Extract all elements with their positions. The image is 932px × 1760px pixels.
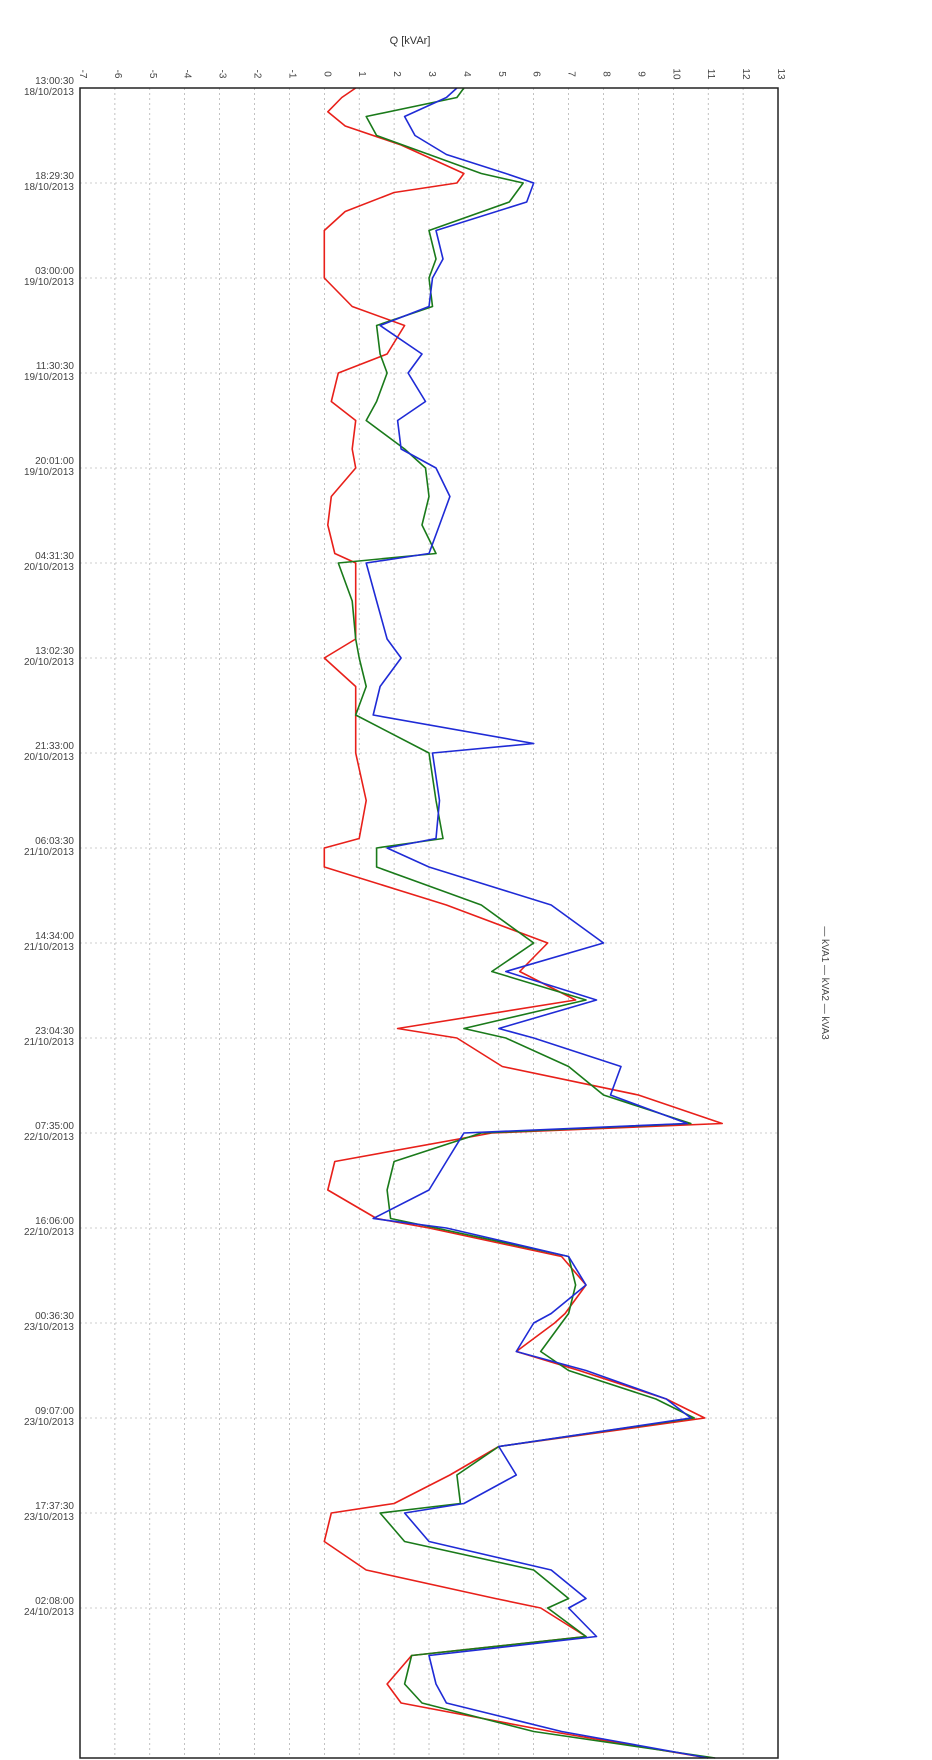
time-tick-date: 21/10/2013	[24, 1037, 74, 1048]
time-tick-date: 18/10/2013	[24, 87, 74, 98]
time-tick-time: 23:04:30	[35, 1026, 74, 1037]
time-tick-date: 24/10/2013	[24, 1607, 74, 1618]
series-line-1	[323, 87, 723, 1759]
x-tick-label: 3	[426, 71, 437, 77]
time-tick-date: 20/10/2013	[24, 752, 74, 763]
x-tick-label: 7	[566, 71, 577, 77]
legend: — kVA1 — kVA2 — kVA3	[819, 926, 830, 1040]
x-tick-label: 8	[601, 71, 612, 77]
time-tick-time: 06:03:30	[35, 836, 74, 847]
time-tick-time: 13:00:30	[35, 76, 74, 87]
x-tick-label: -7	[77, 70, 88, 79]
x-tick-label: -1	[286, 70, 297, 79]
time-tick-time: 04:31:30	[35, 551, 74, 562]
time-tick-date: 23/10/2013	[24, 1512, 74, 1523]
time-tick-labels: 13:00:3018/10/201318:29:3018/10/201303:0…	[24, 76, 74, 1618]
time-tick-date: 20/10/2013	[24, 562, 74, 573]
x-tick-label: 0	[321, 71, 332, 77]
time-tick-date: 21/10/2013	[24, 847, 74, 858]
time-tick-date: 19/10/2013	[24, 372, 74, 383]
x-tick-label: -4	[182, 70, 193, 79]
time-tick-date: 19/10/2013	[24, 467, 74, 478]
x-tick-label: 2	[391, 71, 402, 77]
x-tick-label: 6	[531, 71, 542, 77]
time-tick-date: 21/10/2013	[24, 942, 74, 953]
time-tick-date: 22/10/2013	[24, 1132, 74, 1143]
x-tick-label: 4	[461, 71, 472, 77]
x-tick-label: 9	[635, 71, 646, 77]
x-tick-label: -3	[217, 70, 228, 79]
time-tick-date: 23/10/2013	[24, 1322, 74, 1333]
time-tick-time: 20:01:00	[35, 456, 74, 467]
time-tick-date: 19/10/2013	[24, 277, 74, 288]
x-tick-label: 1	[356, 71, 367, 77]
time-tick-date: 20/10/2013	[24, 657, 74, 668]
x-tick-labels: -7 -6 -5 -4 -3 -2 -1 0 1 2 3 4 5 6 7 8 9 10 11 12 13	[77, 68, 786, 80]
chart-title: Q [kVAr]	[390, 35, 431, 47]
time-tick-time: 00:36:30	[35, 1311, 74, 1322]
x-tick-label: 11	[705, 69, 716, 80]
x-tick-label: -2	[252, 70, 263, 79]
time-tick-time: 16:06:00	[35, 1216, 74, 1227]
time-tick-time: 18:29:30	[35, 171, 74, 182]
series-group	[323, 87, 723, 1759]
time-tick-time: 17:37:30	[35, 1501, 74, 1512]
x-tick-label: 13	[775, 68, 786, 80]
time-tick-date: 18/10/2013	[24, 182, 74, 193]
time-tick-time: 09:07:00	[35, 1406, 74, 1417]
series-line-2	[337, 87, 716, 1759]
x-tick-label: -5	[147, 70, 158, 79]
time-tick-time: 14:34:00	[35, 931, 74, 942]
time-tick-time: 02:08:00	[35, 1596, 74, 1607]
time-tick-date: 23/10/2013	[24, 1417, 74, 1428]
x-tick-label: -6	[112, 70, 123, 79]
series-line-3	[365, 87, 709, 1759]
plot-frame	[79, 87, 779, 1759]
time-tick-time: 11:30:30	[36, 361, 75, 372]
x-tick-label: 12	[740, 68, 751, 80]
x-tick-label: 10	[670, 68, 681, 80]
time-tick-time: 07:35:00	[35, 1121, 74, 1132]
x-tick-label: 5	[496, 71, 507, 77]
time-tick-time: 13:02:30	[35, 646, 74, 657]
time-tick-date: 22/10/2013	[24, 1227, 74, 1238]
time-tick-time: 03:00:00	[35, 266, 74, 277]
time-tick-time: 21:33:00	[35, 741, 74, 752]
